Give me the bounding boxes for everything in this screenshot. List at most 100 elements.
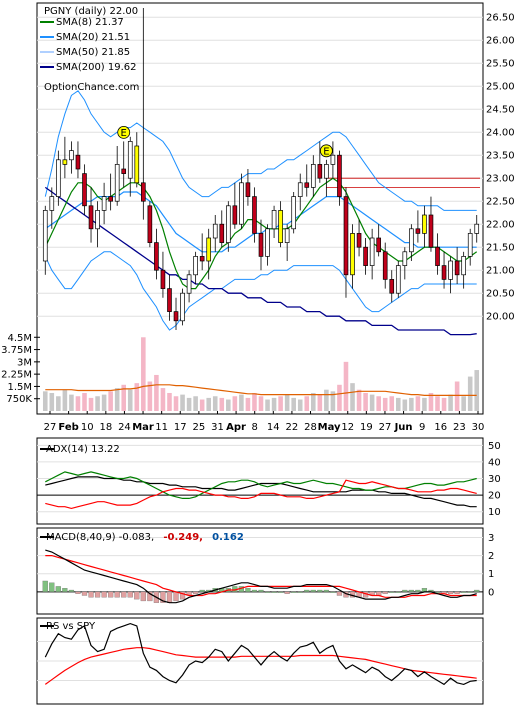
candle-body	[291, 196, 296, 230]
x-tick-label: 28	[304, 422, 317, 433]
volume-bar	[160, 388, 166, 411]
macd-histogram-bar	[297, 591, 303, 593]
macd-lines	[45, 549, 477, 604]
x-tick-label: 24	[118, 422, 131, 433]
volume-bar	[402, 399, 408, 411]
volume-average-line	[45, 384, 477, 396]
volume-bar	[376, 396, 381, 411]
volume-bar	[258, 396, 264, 411]
candle-body	[180, 292, 185, 322]
macd-tick-label: 3	[488, 533, 494, 544]
volume-bar	[56, 396, 61, 411]
volume-bar	[474, 370, 480, 411]
adx-panel	[36, 437, 484, 525]
volume-bar	[454, 381, 460, 411]
rs-grid	[37, 641, 483, 681]
sma200-line	[44, 186, 477, 336]
candle-body	[186, 274, 192, 294]
x-tick-label: 27	[44, 422, 57, 433]
rs-line	[44, 622, 477, 686]
adx-grid	[37, 444, 483, 513]
volume-bar	[232, 396, 238, 411]
candle-body	[337, 154, 342, 197]
legend-label: SMA(50) 21.85	[56, 47, 130, 58]
macd-signal-value: -0.249,	[163, 532, 203, 543]
volume-tick-label: 4.5M	[7, 333, 32, 344]
macd-y-axis: 0 1 2 3	[488, 533, 494, 598]
rs-lines	[44, 622, 477, 686]
candle-body	[82, 173, 87, 207]
macd-histogram-bar	[271, 591, 277, 593]
price-tick-label: 25.00	[486, 82, 515, 93]
adx-tick-label: 30	[488, 474, 501, 485]
candle-body	[395, 265, 401, 294]
volume-bar	[252, 392, 257, 411]
volume-bar	[330, 391, 336, 411]
volume-bar	[42, 391, 48, 411]
macd-histogram-bar	[251, 589, 258, 593]
macd-histogram-bar	[304, 589, 310, 593]
candle-body	[297, 182, 303, 197]
volume-bar	[49, 392, 55, 411]
x-tick-label: 25	[193, 422, 206, 433]
volume-bar	[219, 397, 225, 411]
volume-bar	[415, 396, 421, 411]
macd-histogram-bar	[166, 591, 173, 603]
volume-tick-label: 3.75M	[1, 345, 32, 356]
macd-histogram-bar	[179, 591, 186, 600]
candle-body	[441, 265, 447, 280]
price-legend: SMA(8) 21.37 SMA(20) 21.51 SMA(50) 21.85 SM…	[40, 17, 137, 73]
earnings-marker	[319, 144, 333, 158]
macd-histogram-bar	[264, 591, 271, 593]
candle-body	[245, 182, 251, 197]
candle-body	[271, 210, 277, 230]
candle-body	[167, 288, 172, 312]
macd-histogram-bar	[62, 588, 68, 593]
candle-body	[101, 196, 107, 211]
candle-body	[252, 196, 257, 234]
x-tick-label: 17	[174, 422, 187, 433]
candle-body	[62, 159, 68, 165]
macd-histogram-bar	[94, 591, 101, 598]
volume-bar	[441, 397, 447, 411]
candle-body	[108, 196, 113, 202]
candle-body	[435, 246, 440, 266]
candle-body	[134, 145, 140, 184]
date-x-axis: 27 Feb 10 18 24 Mar 11 17 25 31 Apr 8 14 22 28 May 12 19 2…	[44, 411, 484, 433]
candle-body	[363, 246, 368, 266]
x-tick-label: 11	[155, 422, 168, 433]
price-tick-label: 22.00	[486, 220, 515, 231]
candle-body	[284, 228, 290, 243]
volume-bar	[199, 399, 205, 411]
macd-histogram-bar	[134, 591, 140, 600]
volume-bar	[69, 394, 74, 411]
macd-histogram-bar	[415, 589, 421, 593]
candle-body	[49, 196, 55, 211]
macd-histogram-bar	[330, 591, 336, 593]
candle-body	[415, 228, 421, 234]
candle-body	[448, 260, 453, 280]
candle-body	[199, 256, 205, 262]
price-panel	[36, 2, 484, 415]
volume-bar	[435, 396, 440, 411]
candle-body	[75, 154, 81, 170]
macd-histogram-bar	[193, 591, 199, 594]
volume-bar	[82, 392, 87, 411]
volume-bar	[180, 394, 185, 411]
volume-bar	[337, 384, 342, 411]
macd-histogram-bar	[402, 589, 408, 593]
price-tick-label: 25.50	[486, 59, 515, 70]
volume-bar	[291, 397, 296, 411]
macd-histogram-bar	[336, 591, 343, 596]
earnings-markers: EE	[117, 125, 333, 158]
adx-tick-label: 20	[488, 491, 501, 502]
macd-histogram-bar	[447, 591, 454, 594]
candle-body	[474, 223, 480, 234]
candle-body	[121, 168, 127, 174]
macd-histogram-bar	[114, 591, 120, 598]
price-tick-label: 24.50	[486, 105, 515, 116]
macd-histogram-bar	[147, 591, 153, 602]
candle-body	[356, 233, 362, 248]
volume-bar	[154, 374, 159, 411]
volume-bar	[343, 361, 349, 411]
